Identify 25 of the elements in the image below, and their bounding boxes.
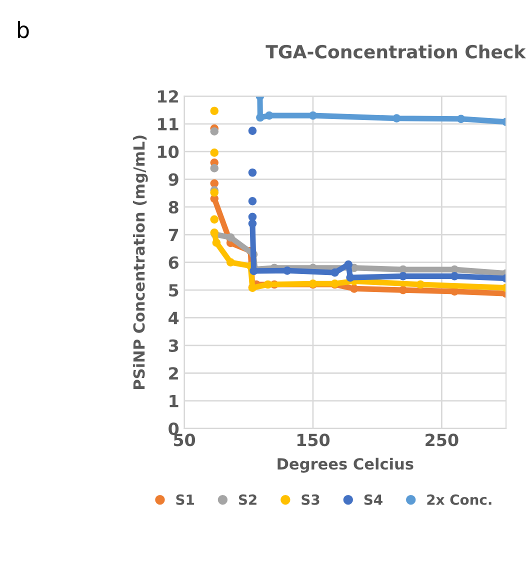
y-tick-label: 2 (169, 367, 178, 380)
y-tick-label: 9 (168, 173, 178, 186)
legend-label: S1 (176, 494, 194, 505)
text: b (18, 21, 29, 38)
y-tick-label: 4 (168, 312, 179, 324)
y-tick-label: 10 (158, 146, 179, 158)
x-tick-label: 150 (297, 434, 330, 446)
y-tick-label: 0 (168, 422, 179, 436)
y-tick-label: 3 (168, 339, 178, 352)
x-tick-label: 50 (174, 434, 196, 446)
chart-title: TGA-Concentration Check (266, 44, 526, 59)
legend-label: S2 (238, 494, 256, 505)
y-tick-label: 7 (168, 228, 178, 241)
x-tick-label: 250 (426, 434, 458, 446)
y-tick-label: 1 (170, 394, 178, 408)
y-axis-title: PSiNP Concentration (mg/mL) (132, 136, 148, 389)
legend-label: S3 (302, 494, 320, 505)
y-tick-label: 6 (168, 256, 178, 269)
y-tick-label: 12 (158, 90, 178, 103)
y-tick-label: 8 (168, 200, 178, 214)
legend-label: 2x Conc. (427, 494, 492, 505)
x-axis-title: Degrees Celcius (278, 458, 414, 473)
legend-label: S4 (364, 494, 382, 505)
y-tick-label: 11 (158, 118, 178, 130)
y-tick-label: 5 (169, 284, 178, 297)
